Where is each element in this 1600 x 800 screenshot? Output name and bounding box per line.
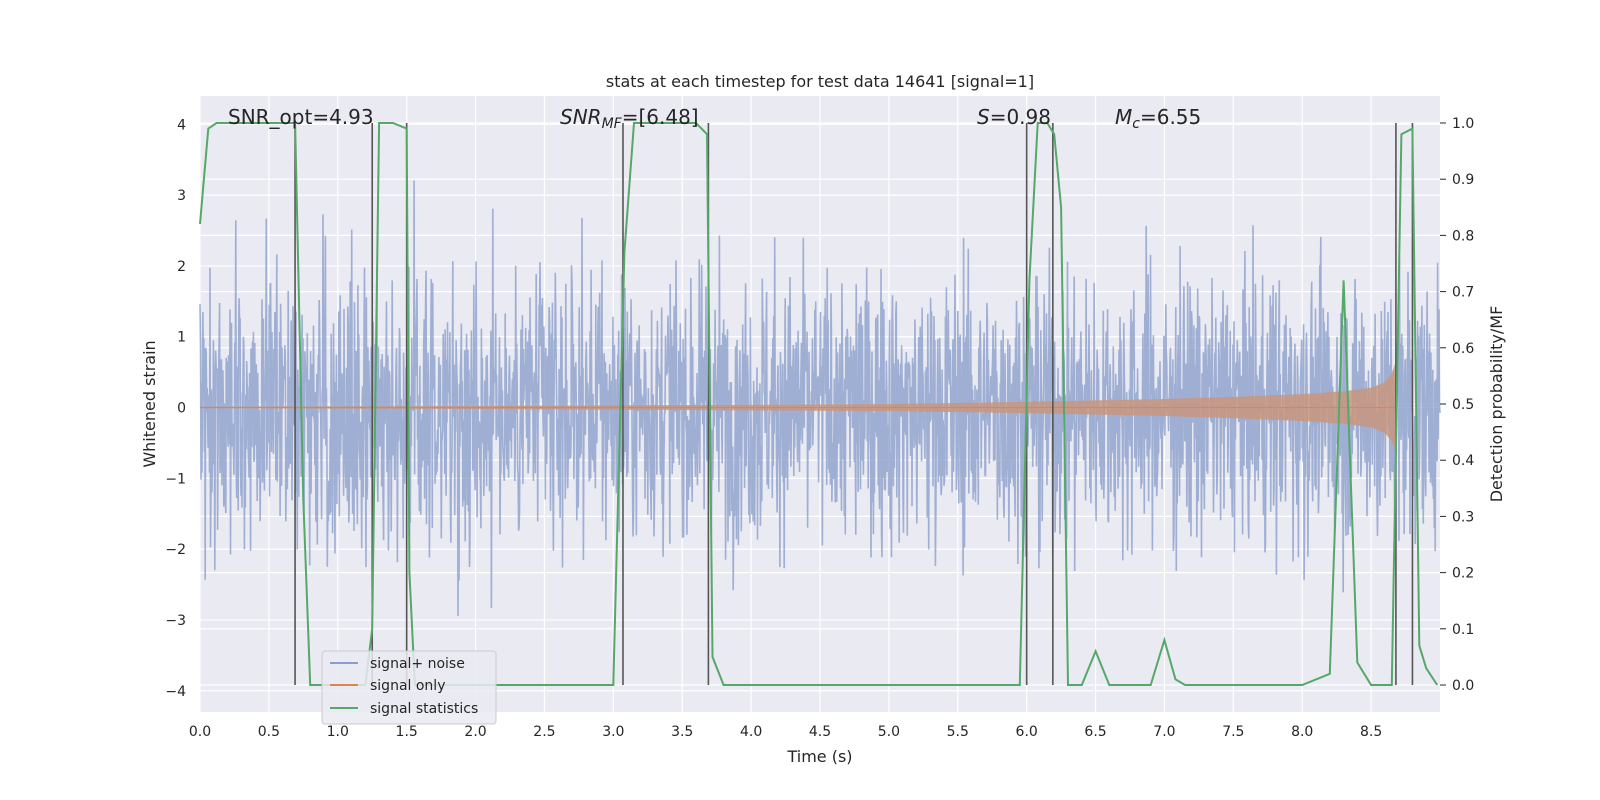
y2-tick-label: 0.0 [1452,678,1474,694]
annotation-snr-opt: SNR_opt=4.93 [228,105,374,129]
y-axis-ticks: 4 3 2 1 0 −1 −2 −3 −4 [165,117,186,699]
y2-tick-label: 0.2 [1452,566,1474,582]
legend-label-signal-statistics: signal statistics [370,701,478,717]
y2-tick-label: 1.0 [1452,116,1474,132]
snr-mf-subscript: MF [602,116,623,132]
mc-symbol: M [1115,105,1132,129]
y2-tick-label: 0.7 [1452,285,1474,301]
x-tick-label: 6.0 [1016,724,1038,740]
y-tick-label: −2 [165,542,186,558]
x-tick-label: 3.5 [671,724,693,740]
x-tick-label: 5.0 [878,724,900,740]
y2-tick-label: 0.9 [1452,172,1474,188]
legend: signal+ noise signal only signal statist… [321,650,497,725]
x-tick-label: 2.0 [464,724,486,740]
x-tick-label: 8.5 [1360,724,1382,740]
x-tick-label: 0.0 [189,724,211,740]
signal-only-series [200,361,1396,454]
legend-box [321,650,497,725]
annotation-snr-mf: SNRMF=[6.48] [560,105,699,132]
x-tick-label: 4.5 [809,724,831,740]
x-tick-label: 8.0 [1291,724,1313,740]
legend-label-signal-noise: signal+ noise [370,656,465,672]
x-tick-label: 6.5 [1084,724,1106,740]
y2-tick-label: 0.3 [1452,509,1474,525]
x-tick-label: 1.0 [327,724,349,740]
legend-label-signal-only: signal only [370,678,445,694]
chart-title: stats at each timestep for test data 146… [606,72,1034,91]
mc-subscript: c [1132,116,1140,132]
s-value: =0.98 [990,105,1051,129]
x-tick-label: 7.5 [1222,724,1244,740]
x-tick-label: 2.5 [533,724,555,740]
snr-mf-symbol: SNR [560,105,602,129]
y2-tick-label: 0.4 [1452,453,1474,469]
x-tick-label: 4.0 [740,724,762,740]
y-tick-label: 0 [177,401,186,417]
x-tick-label: 1.5 [396,724,418,740]
y2-axis-ticks: 1.0 0.9 0.8 0.7 0.6 0.5 0.4 0.3 0.2 0.1 0.0 [1440,116,1474,694]
y-axis-label: Whitened strain [140,340,159,467]
mc-value: =6.55 [1140,105,1201,129]
x-tick-label: 3.0 [602,724,624,740]
annotation-s: S=0.98 [977,105,1051,129]
y-tick-label: 3 [177,188,186,204]
y2-axis-label: Detection probability/MF [1487,306,1506,503]
y-tick-label: 4 [177,117,186,133]
x-tick-label: 5.5 [947,724,969,740]
y2-tick-label: 0.6 [1452,341,1474,357]
x-axis-label: Time (s) [786,747,852,766]
x-axis-ticks: 0.0 0.5 1.0 1.5 2.0 2.5 3.0 3.5 4.0 4.5 5.0 5.5 6.0 6… [189,724,1382,740]
y2-tick-label: 0.8 [1452,228,1474,244]
y-tick-label: −3 [165,613,186,629]
x-tick-label: 0.5 [258,724,280,740]
snr-mf-value: =[6.48] [622,105,699,129]
y2-tick-label: 0.1 [1452,622,1474,638]
y2-tick-label: 0.5 [1452,397,1474,413]
y-tick-label: −4 [165,684,186,700]
x-tick-label: 7.0 [1153,724,1175,740]
y-tick-label: −1 [165,471,186,487]
s-symbol: S [977,105,990,129]
annotation-mc: Mc=6.55 [1115,105,1201,132]
y-tick-label: 2 [177,259,186,275]
y-tick-label: 1 [177,330,186,346]
